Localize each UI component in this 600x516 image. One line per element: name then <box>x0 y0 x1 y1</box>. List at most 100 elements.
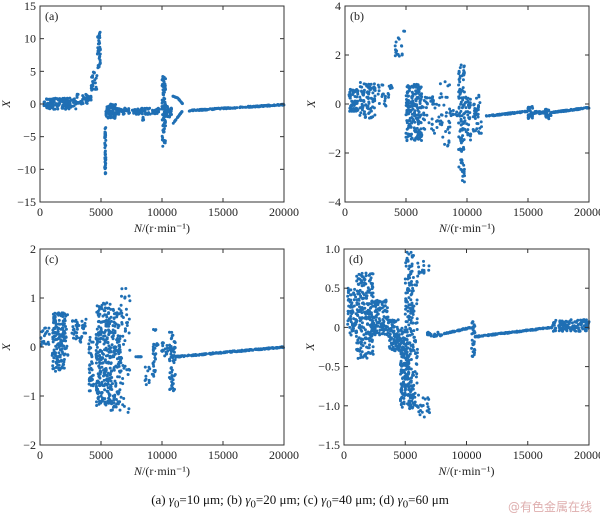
data-point <box>125 321 129 325</box>
caption-a: (a) <box>151 492 169 507</box>
data-point <box>116 326 120 330</box>
data-point <box>132 111 136 115</box>
data-point <box>103 402 107 406</box>
data-point <box>354 322 358 326</box>
data-point <box>62 97 66 101</box>
data-point <box>115 315 119 319</box>
y-tick-label: 0.5 <box>325 281 340 295</box>
data-point <box>371 272 375 276</box>
data-point <box>108 302 112 306</box>
data-point <box>407 252 411 256</box>
data-point <box>380 322 384 326</box>
data-point <box>97 380 101 384</box>
data-point <box>406 84 410 88</box>
data-point <box>564 327 568 331</box>
data-point <box>426 405 430 409</box>
data-point <box>77 324 81 327</box>
data-point <box>418 413 422 417</box>
data-point <box>528 114 532 118</box>
data-point <box>445 111 448 115</box>
data-point <box>507 111 511 115</box>
data-point <box>366 289 370 293</box>
data-point <box>576 318 580 322</box>
data-point <box>373 301 377 305</box>
data-point <box>50 99 54 103</box>
data-point <box>355 319 359 322</box>
data-point <box>470 354 474 358</box>
data-point <box>51 367 55 371</box>
data-point <box>65 100 69 104</box>
data-point <box>410 254 414 258</box>
y-tick-label: −2 <box>328 146 341 160</box>
data-point <box>576 323 580 327</box>
data-point <box>51 340 55 344</box>
data-point <box>370 318 374 322</box>
data-point <box>444 114 448 118</box>
data-point <box>407 122 411 126</box>
data-point <box>415 298 419 302</box>
data-point <box>355 313 359 317</box>
data-point <box>411 276 415 279</box>
data-point <box>94 333 98 336</box>
data-point <box>424 106 428 110</box>
data-point <box>102 368 105 372</box>
data-point <box>98 330 102 334</box>
panel-label: (d) <box>349 252 363 266</box>
y-tick-label: 2 <box>30 242 36 256</box>
data-point <box>418 100 422 104</box>
data-point <box>427 268 431 272</box>
data-point <box>451 112 455 116</box>
data-point <box>53 330 57 334</box>
data-point <box>461 161 464 165</box>
data-point <box>107 311 111 315</box>
panel-c: 0 5000 10000 15000 20000 −2 −1 0 1 2 (c) N/(r·min⁻¹… <box>0 242 299 478</box>
data-point <box>94 336 98 340</box>
caption-gamma-c: γ <box>321 492 327 507</box>
data-point <box>494 114 497 117</box>
data-point <box>412 329 416 333</box>
data-point <box>169 352 173 356</box>
data-point <box>109 315 113 319</box>
data-point <box>53 107 57 111</box>
data-point <box>581 327 585 331</box>
data-point <box>459 63 463 67</box>
data-point <box>238 349 241 353</box>
data-point <box>359 337 363 341</box>
data-point <box>40 330 44 334</box>
data-point <box>378 308 381 312</box>
data-point <box>360 271 364 275</box>
data-point <box>167 108 171 112</box>
data-point <box>72 336 75 340</box>
data-point <box>112 398 116 402</box>
data-point <box>359 328 363 332</box>
data-point <box>163 354 167 358</box>
data-point <box>168 330 171 334</box>
data-point <box>416 109 420 112</box>
data-point <box>99 394 103 398</box>
data-point <box>457 90 461 94</box>
data-point <box>173 119 177 123</box>
data-point <box>393 333 397 337</box>
data-point <box>59 340 63 344</box>
data-point <box>421 117 425 121</box>
data-point <box>232 106 236 110</box>
data-point <box>114 112 118 116</box>
data-point <box>369 306 373 309</box>
data-point <box>63 331 67 335</box>
data-point <box>564 319 568 323</box>
data-point <box>466 128 470 132</box>
data-point <box>107 397 111 400</box>
data-point <box>409 110 412 114</box>
data-point <box>112 401 116 405</box>
data-point <box>376 312 380 316</box>
data-point <box>69 98 73 102</box>
data-point <box>97 307 101 311</box>
data-point <box>355 289 359 293</box>
data-point <box>346 312 350 316</box>
data-point <box>222 107 226 111</box>
data-point <box>109 319 113 323</box>
data-point <box>415 116 418 120</box>
data-point <box>405 138 409 142</box>
data-point <box>443 80 447 84</box>
data-point <box>409 344 413 347</box>
